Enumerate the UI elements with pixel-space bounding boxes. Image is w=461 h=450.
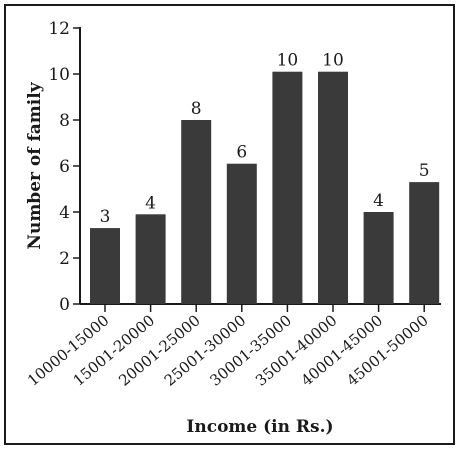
y-axis: 0 2 4 6 8 10 12	[48, 19, 81, 315]
bar	[181, 120, 212, 304]
data-label: 8	[191, 99, 202, 119]
bar	[90, 228, 120, 304]
data-label: 10	[277, 51, 299, 71]
bar	[226, 163, 257, 304]
bar	[363, 212, 394, 304]
data-label: 6	[236, 143, 247, 163]
x-axis: 10000-1500015001-2000020001-2500025001-3…	[24, 303, 441, 390]
y-tick-label: 6	[59, 157, 70, 177]
y-tick-label: 4	[59, 203, 70, 223]
y-axis-title: Number of family	[25, 81, 45, 249]
bar	[272, 71, 303, 304]
bars	[90, 71, 440, 304]
y-tick-label: 12	[48, 19, 70, 39]
data-label: 3	[100, 207, 111, 227]
y-tick-label: 0	[59, 295, 70, 315]
data-label: 10	[322, 51, 344, 71]
data-label: 5	[419, 161, 430, 181]
bar	[409, 182, 440, 304]
x-axis-title: Income (in Rs.)	[186, 417, 333, 437]
y-tick-label: 10	[48, 65, 70, 85]
x-tick-label: 45001-50000	[343, 311, 432, 389]
y-tick-label: 2	[59, 249, 70, 269]
y-tick-label: 8	[59, 111, 70, 131]
bar	[318, 71, 348, 304]
bar	[135, 214, 166, 304]
data-label: 4	[145, 193, 156, 213]
data-label: 4	[373, 191, 384, 211]
data-labels: 3 4 8 6 10 10 4 5	[100, 51, 430, 227]
chart-frame	[4, 4, 455, 445]
